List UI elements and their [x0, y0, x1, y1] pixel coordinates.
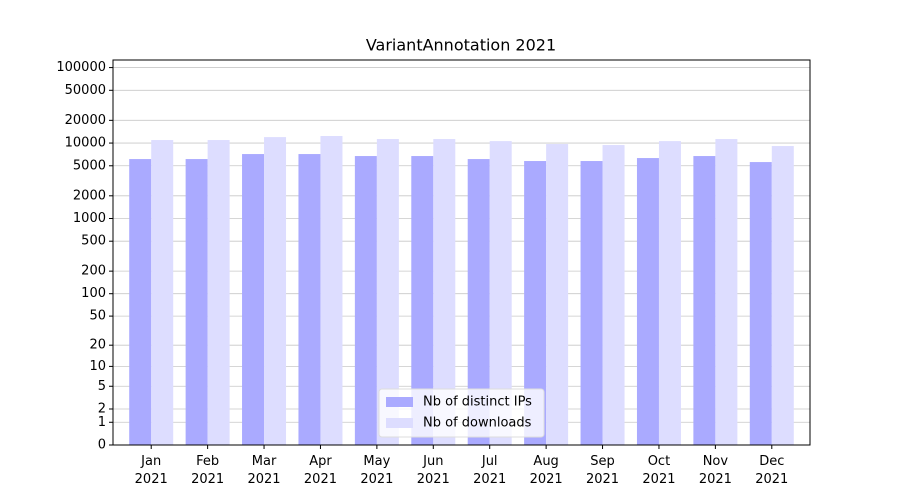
bar — [320, 136, 343, 445]
bar — [298, 154, 321, 445]
bar — [376, 139, 399, 445]
legend-box — [378, 388, 545, 438]
x-tick-label: May 2021 — [360, 454, 393, 487]
y-tick-label: 0 — [98, 438, 106, 453]
bar — [715, 139, 738, 445]
bar — [411, 156, 434, 446]
y-tick-label: 500 — [81, 234, 106, 249]
bar — [433, 139, 456, 445]
y-tick-label: 10000 — [65, 136, 106, 151]
bar — [636, 158, 659, 445]
bar — [749, 162, 772, 445]
y-tick-label: 50 — [89, 309, 106, 324]
x-tick-label: Aug 2021 — [530, 454, 563, 487]
bar — [771, 146, 794, 445]
y-tick-label: 5 — [98, 379, 106, 394]
bar — [546, 144, 569, 445]
bar — [185, 159, 208, 445]
bar — [693, 156, 716, 446]
axes-frame — [112, 59, 811, 446]
y-tick-label: 100 — [81, 286, 106, 301]
legend-swatch — [386, 418, 413, 428]
x-tick-label: Oct 2021 — [642, 454, 675, 487]
bar — [242, 154, 265, 445]
bar — [524, 161, 547, 445]
y-tick-label: 2000 — [73, 188, 106, 203]
y-tick-label: 1 — [98, 415, 106, 430]
y-tick-label: 20000 — [65, 113, 106, 128]
x-tick-label: Mar 2021 — [247, 454, 280, 487]
y-tick-label: 20 — [89, 338, 106, 353]
x-tick-label: Jan 2021 — [135, 454, 168, 487]
x-tick-label: Sep 2021 — [586, 454, 619, 487]
labels: 0 12 5 10 20 50 100 200 500 1000 2000 5000 10000 2000… — [56, 60, 788, 486]
y-tick-label: 1000 — [73, 211, 106, 226]
chart-title: VariantAnnotation 2021 — [366, 36, 556, 55]
bar — [264, 137, 287, 445]
x-tick-label: Feb 2021 — [191, 454, 224, 487]
legend-label: Nb of downloads — [423, 416, 532, 431]
x-tick-label: Jul 2021 — [473, 454, 506, 487]
x-tick-label: Apr 2021 — [304, 454, 337, 487]
y-tick-label: 2 — [98, 401, 106, 416]
y-tick-label: 50000 — [65, 83, 106, 98]
y-tick-label: 10 — [89, 359, 106, 374]
bar — [129, 159, 152, 445]
bar — [467, 159, 490, 445]
y-tick-label: 200 — [81, 264, 106, 279]
bar — [580, 161, 603, 445]
legend: Nb of distinct IPs Nb of downloads — [378, 388, 545, 438]
bar — [602, 145, 625, 445]
bar — [207, 140, 230, 445]
y-tick-label: 100000 — [56, 60, 106, 75]
x-tick-label: Jun 2021 — [417, 454, 450, 487]
bar — [658, 141, 681, 445]
y-tick-label: 5000 — [73, 158, 106, 173]
bars — [129, 136, 794, 446]
bar — [151, 140, 174, 445]
legend-label: Nb of distinct IPs — [423, 395, 532, 410]
bar — [489, 141, 512, 445]
x-tick-label: Dec 2021 — [755, 454, 788, 487]
legend-swatch — [386, 397, 413, 407]
bar — [354, 156, 377, 446]
x-tick-label: Nov 2021 — [699, 454, 732, 487]
